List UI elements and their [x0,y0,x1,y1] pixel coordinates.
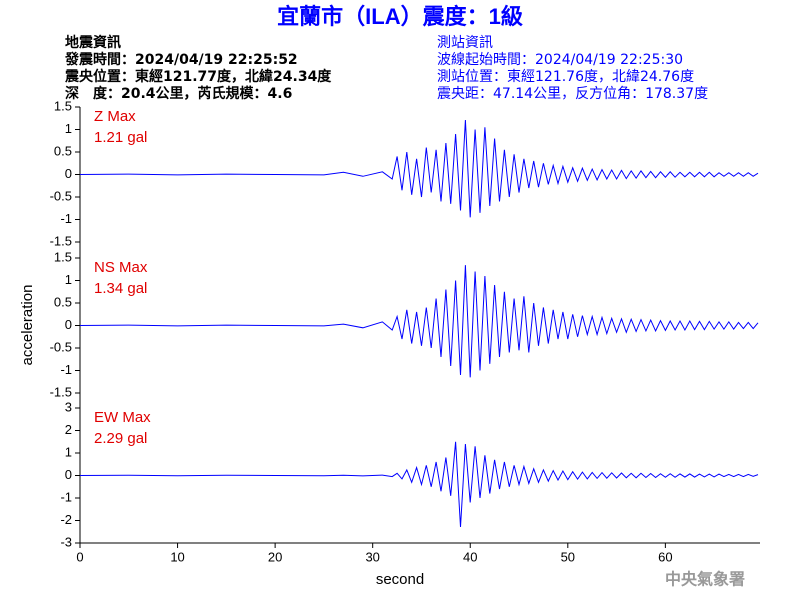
y-tick-label: -1.5 [50,384,72,399]
y-tick-label: -1.5 [50,233,72,248]
x-tick-label: 40 [463,549,477,564]
y-tick-label: 0.5 [54,143,72,158]
waveform [79,265,759,378]
y-tick-label: 0 [65,166,72,181]
max-label: Z Max [94,108,136,125]
y-tick-label: 2 [65,422,72,437]
y-axis-label: acceleration [19,285,36,366]
y-tick-label: -1 [60,362,72,377]
max-value-label: 1.21 gal [94,129,147,146]
y-tick-label: -1 [60,489,72,504]
x-tick-label: 0 [76,549,83,564]
y-tick-label: -3 [60,534,72,549]
y-tick-label: 0 [65,467,72,482]
y-tick-label: 1 [65,121,72,136]
station-info-text: 震央距：47.14公里，反方位角：178.37度 [437,86,708,102]
x-tick-label: 30 [365,549,379,564]
max-label: EW Max [94,409,151,426]
x-tick-label: 20 [268,549,282,564]
y-tick-label: -0.5 [50,188,72,203]
max-value-label: 2.29 gal [94,430,147,447]
y-tick-label: 1.5 [54,98,72,113]
y-tick-label: 0 [65,317,72,332]
y-tick-label: 0.5 [54,294,72,309]
x-tick-label: 60 [658,549,672,564]
station-info-text: 測站資訊 [437,35,493,51]
y-tick-label: -2 [60,512,72,527]
info-text: 發震時間：2024/04/19 22:25:52 [64,51,298,68]
info-text: 震央位置：東經121.77度，北緯24.34度 [64,68,332,85]
max-label: NS Max [94,259,148,276]
max-value-label: 1.34 gal [94,280,147,297]
waveform [79,119,759,218]
x-axis-label: second [376,571,424,588]
y-tick-label: 1 [65,444,72,459]
y-tick-label: -1 [60,211,72,226]
x-tick-label: 50 [561,549,575,564]
x-tick-label: 10 [170,549,184,564]
chart-title: 宜蘭市（ILA）震度：1級 [277,4,523,29]
station-info-text: 波線起始時間：2024/04/19 22:25:30 [437,52,683,68]
y-tick-label: -0.5 [50,339,72,354]
station-info-text: 測站位置：東經121.76度，北緯24.76度 [437,69,694,85]
y-tick-label: 3 [65,399,72,414]
y-tick-label: 1.5 [54,249,72,264]
watermark: 中央氣象署 [665,570,745,589]
info-text: 地震資訊 [65,34,121,51]
info-text: 深 度：20.4公里，芮氏規模：4.6 [65,85,292,102]
y-tick-label: 1 [65,272,72,287]
waveform [79,441,759,528]
